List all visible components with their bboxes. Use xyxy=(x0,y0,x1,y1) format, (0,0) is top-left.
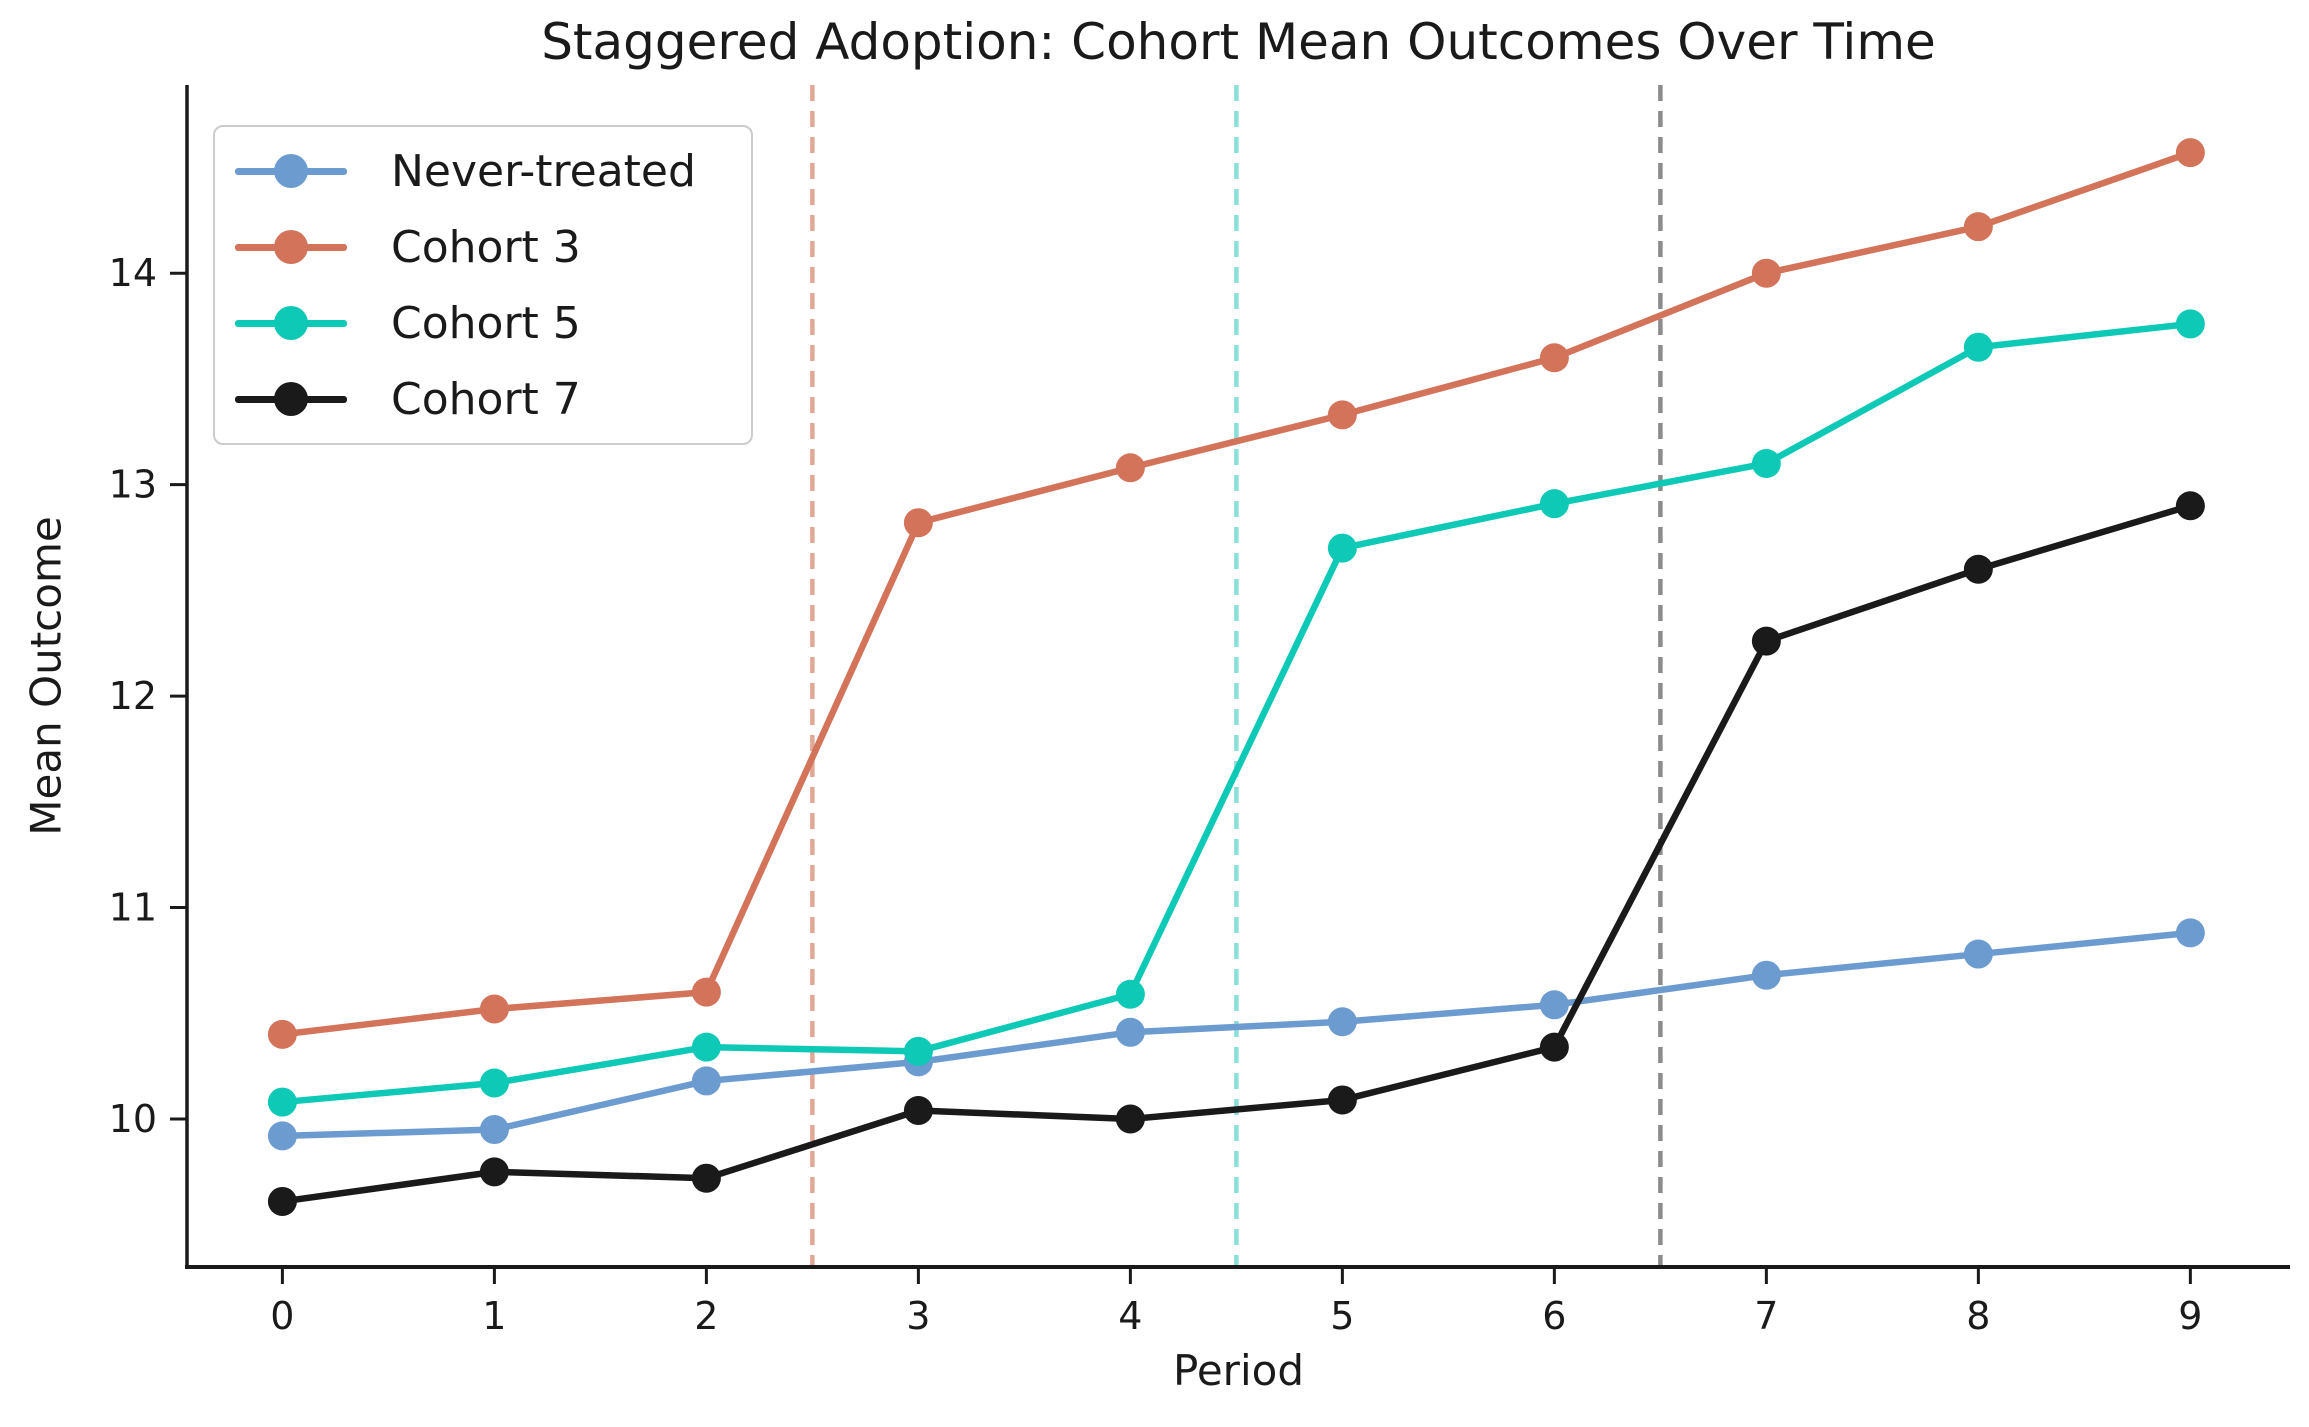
data-point xyxy=(691,1066,721,1096)
x-tick-label: 5 xyxy=(1330,1294,1354,1338)
data-point xyxy=(267,1186,297,1216)
legend-line-marker-icon xyxy=(235,154,347,188)
legend-item: Cohort 3 xyxy=(215,209,751,285)
data-point xyxy=(1539,343,1569,373)
data-point xyxy=(1327,400,1357,430)
data-point xyxy=(267,1087,297,1117)
legend-line-marker-icon xyxy=(235,306,347,340)
series-line xyxy=(279,929,2194,1140)
y-tick-label: 10 xyxy=(109,1097,157,1141)
y-tick-label: 11 xyxy=(109,886,157,930)
chart-title: Staggered Adoption: Cohort Mean Outcomes… xyxy=(541,13,1936,71)
data-point xyxy=(1115,453,1145,483)
legend-item: Cohort 5 xyxy=(215,285,751,361)
x-tick-label: 7 xyxy=(1754,1294,1778,1338)
data-point xyxy=(2175,491,2205,521)
data-point xyxy=(1115,1104,1145,1134)
legend-line-marker-icon xyxy=(235,230,347,264)
data-point xyxy=(1327,1085,1357,1115)
data-point xyxy=(267,1019,297,1049)
y-axis-label: Mean Outcome xyxy=(21,516,71,836)
x-axis-label: Period xyxy=(1173,1346,1304,1395)
data-point xyxy=(479,1068,509,1098)
data-point xyxy=(1115,1017,1145,1047)
series-line xyxy=(279,149,2194,1038)
data-point xyxy=(903,1096,933,1126)
series-line xyxy=(279,502,2194,1205)
data-point xyxy=(2175,309,2205,339)
y-tick-label: 12 xyxy=(109,674,157,718)
data-point xyxy=(691,1163,721,1193)
data-point xyxy=(479,1115,509,1145)
data-point xyxy=(1963,332,1993,362)
legend-label: Cohort 3 xyxy=(391,221,581,273)
data-point xyxy=(691,1032,721,1062)
data-point xyxy=(1539,489,1569,519)
x-tick-label: 0 xyxy=(270,1294,294,1338)
data-point xyxy=(267,1121,297,1151)
legend-label: Cohort 7 xyxy=(391,373,581,425)
data-point xyxy=(1751,258,1781,288)
x-tick-label: 4 xyxy=(1118,1294,1142,1338)
x-tick-label: 3 xyxy=(906,1294,930,1338)
data-point xyxy=(1115,979,1145,1009)
data-point xyxy=(1963,554,1993,584)
data-point xyxy=(479,994,509,1024)
data-point xyxy=(1963,212,1993,242)
data-point xyxy=(1327,533,1357,563)
legend-label: Never-treated xyxy=(391,145,696,197)
series-line xyxy=(279,320,2194,1106)
y-tick-label: 13 xyxy=(109,463,157,507)
data-point xyxy=(1539,990,1569,1020)
x-tick-label: 6 xyxy=(1542,1294,1566,1338)
data-point xyxy=(1751,626,1781,656)
data-point xyxy=(1327,1007,1357,1037)
legend-label: Cohort 5 xyxy=(391,297,581,349)
data-point xyxy=(903,508,933,538)
y-tick-label: 14 xyxy=(109,251,157,295)
data-point xyxy=(1751,960,1781,990)
data-point xyxy=(1963,939,1993,969)
legend-line-marker-icon xyxy=(235,382,347,416)
x-tick-label: 8 xyxy=(1966,1294,1990,1338)
legend-item: Cohort 7 xyxy=(215,361,751,437)
x-tick-label: 9 xyxy=(2178,1294,2202,1338)
x-tick-label: 1 xyxy=(482,1294,506,1338)
data-point xyxy=(2175,918,2205,948)
data-point xyxy=(691,977,721,1007)
data-point xyxy=(1539,1032,1569,1062)
data-point xyxy=(479,1157,509,1187)
legend-item: Never-treated xyxy=(215,133,751,209)
x-tick-label: 2 xyxy=(694,1294,718,1338)
data-point xyxy=(1751,448,1781,478)
data-point xyxy=(2175,138,2205,168)
legend: Never-treated Cohort 3 Cohort 5 Cohort 7 xyxy=(213,125,753,445)
data-point xyxy=(903,1036,933,1066)
